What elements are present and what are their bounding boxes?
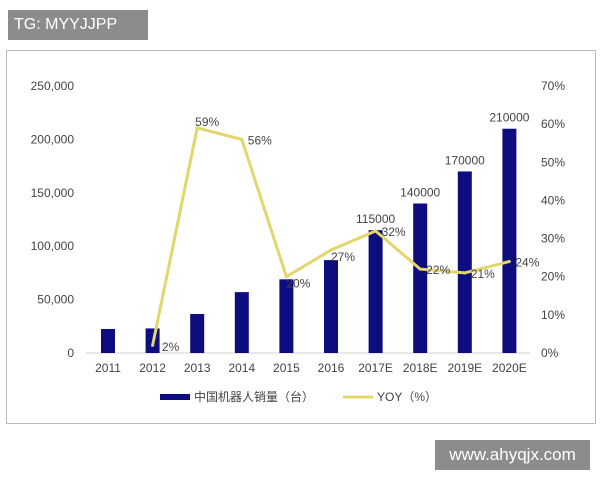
x-tick-label: 2017E bbox=[358, 361, 393, 375]
bar bbox=[502, 128, 517, 353]
legend-bar-label: 中国机器人销量（台） bbox=[194, 389, 314, 404]
x-tick-label: 2014 bbox=[228, 361, 255, 375]
yoy-data-label: 32% bbox=[382, 225, 406, 239]
bar-data-label: 210000 bbox=[489, 111, 529, 125]
left-tick-label: 200,000 bbox=[31, 132, 75, 146]
x-tick-label: 2020E bbox=[492, 361, 527, 375]
yoy-point bbox=[329, 248, 333, 252]
bar-data-label: 170000 bbox=[445, 153, 485, 167]
yoy-point bbox=[151, 343, 155, 347]
yoy-data-label: 20% bbox=[286, 277, 310, 291]
yoy-data-label: 21% bbox=[471, 267, 495, 281]
legend-line-label: YOY（%） bbox=[377, 390, 437, 404]
bar bbox=[457, 171, 472, 353]
yoy-data-label: 22% bbox=[426, 263, 450, 277]
right-tick-label: 20% bbox=[541, 270, 565, 284]
bar bbox=[234, 292, 249, 353]
x-tick-label: 2012 bbox=[139, 361, 166, 375]
yoy-point bbox=[418, 267, 422, 271]
left-tick-label: 100,000 bbox=[31, 239, 75, 253]
yoy-point bbox=[240, 137, 244, 141]
bar bbox=[368, 230, 383, 353]
right-tick-label: 60% bbox=[541, 117, 565, 131]
x-tick-label: 2019E bbox=[447, 361, 482, 375]
legend-bar-swatch bbox=[160, 394, 190, 400]
watermark: www.ahyqjx.com bbox=[435, 440, 590, 470]
yoy-point bbox=[463, 271, 467, 275]
bar bbox=[190, 314, 205, 353]
left-tick-label: 0 bbox=[67, 346, 74, 360]
yoy-data-label: 2% bbox=[162, 340, 180, 354]
right-tick-label: 30% bbox=[541, 232, 565, 246]
bar bbox=[324, 260, 338, 353]
right-tick-label: 0% bbox=[541, 346, 559, 360]
yoy-point bbox=[284, 275, 288, 279]
right-tick-label: 10% bbox=[541, 308, 565, 322]
chart-frame bbox=[6, 50, 596, 424]
x-tick-label: 2015 bbox=[273, 361, 300, 375]
right-tick-label: 70% bbox=[541, 79, 565, 93]
yoy-point bbox=[507, 259, 511, 263]
x-tick-label: 2016 bbox=[318, 361, 345, 375]
left-tick-label: 150,000 bbox=[31, 186, 75, 200]
yoy-point bbox=[374, 229, 378, 233]
left-tick-label: 250,000 bbox=[31, 79, 75, 93]
yoy-point bbox=[195, 126, 199, 130]
tag-label: TG: MYYJJPP bbox=[8, 10, 148, 40]
x-tick-label: 2013 bbox=[184, 361, 211, 375]
yoy-data-label: 56% bbox=[248, 133, 272, 147]
x-tick-label: 2011 bbox=[95, 361, 121, 375]
yoy-data-label: 24% bbox=[515, 255, 539, 269]
bar bbox=[413, 203, 428, 353]
right-tick-label: 40% bbox=[541, 193, 565, 207]
bar bbox=[101, 328, 115, 353]
yoy-data-label: 59% bbox=[195, 115, 219, 129]
left-tick-label: 50,000 bbox=[37, 293, 74, 307]
bar-data-label: 115000 bbox=[356, 212, 395, 226]
x-tick-label: 2018E bbox=[403, 361, 438, 375]
bar-data-label: 140000 bbox=[400, 185, 440, 199]
yoy-data-label: 27% bbox=[331, 250, 355, 264]
right-tick-label: 50% bbox=[541, 155, 565, 169]
bar bbox=[279, 279, 294, 353]
